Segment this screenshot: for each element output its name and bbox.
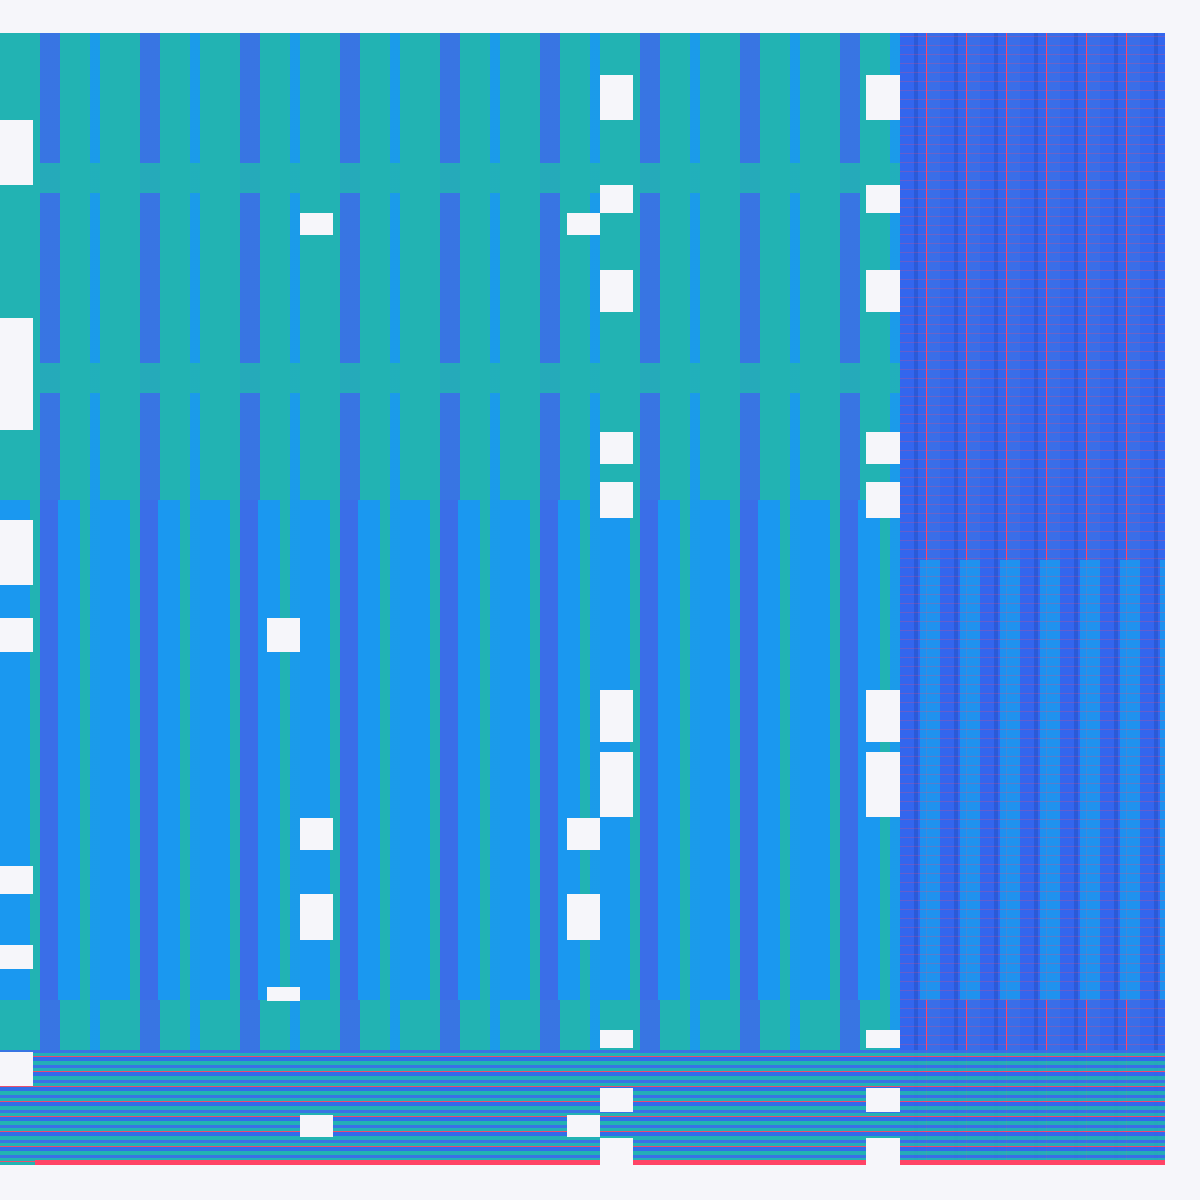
gap-block: [600, 482, 633, 518]
gap-block: [567, 818, 600, 850]
gap-block: [600, 432, 633, 464]
gap-block: [267, 618, 300, 652]
gap-block: [0, 618, 33, 652]
gap-block: [866, 752, 900, 817]
gap-block: [600, 1088, 633, 1112]
stripe-layer: [0, 500, 900, 1000]
gap-block: [866, 690, 900, 742]
gap-block: [300, 1115, 333, 1137]
gap-block: [300, 213, 333, 235]
gap-block: [567, 894, 600, 940]
gap-block: [600, 1030, 633, 1048]
gap-block: [1167, 1052, 1200, 1086]
gap-block: [866, 185, 900, 213]
gap-block: [0, 866, 33, 894]
gap-block: [0, 945, 33, 969]
gap-block: [300, 818, 333, 850]
gap-block: [866, 1088, 900, 1112]
gap-block: [600, 185, 633, 213]
gap-block: [0, 520, 33, 585]
gap-block: [600, 752, 633, 817]
gap-block: [866, 1030, 900, 1048]
gap-block: [1167, 520, 1200, 598]
gap-block: [600, 270, 633, 312]
gap-block: [0, 120, 33, 185]
gap-block: [600, 75, 633, 120]
gap-block: [0, 318, 33, 430]
gap-block: [267, 987, 300, 1001]
right-stripe-layer: [900, 560, 1165, 1000]
gap-block: [567, 1115, 600, 1137]
gap-block: [866, 75, 900, 120]
gap-block: [1167, 318, 1200, 430]
gap-block: [300, 894, 333, 940]
gap-block: [866, 270, 900, 312]
gap-block: [866, 1138, 900, 1165]
gap-block: [866, 482, 900, 518]
band-layer: [0, 33, 900, 503]
gap-block: [567, 213, 600, 235]
bottom-band: [0, 1050, 1165, 1162]
gap-block: [600, 1138, 633, 1165]
gap-block: [600, 690, 633, 742]
gap-block: [0, 1052, 33, 1086]
gap-block: [866, 432, 900, 464]
gap-block: [1167, 120, 1200, 185]
noise-layer: [900, 33, 1165, 1165]
gap-block: [1167, 866, 1200, 894]
